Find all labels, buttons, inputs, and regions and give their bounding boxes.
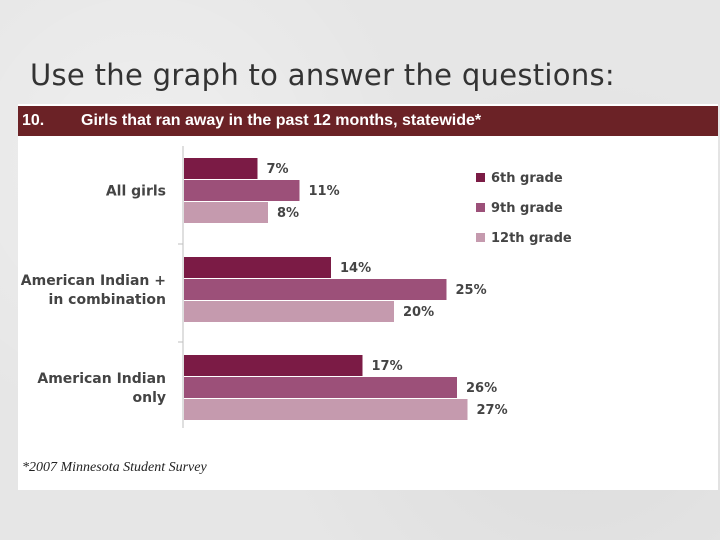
bar-9th-grade — [184, 279, 447, 300]
source-footnote: *2007 Minnesota Student Survey — [22, 460, 207, 475]
legend-entry: 12th grade — [491, 231, 572, 246]
legend-entry: 6th grade — [491, 171, 563, 186]
bar-6th-grade — [184, 158, 258, 179]
chart-panel: 10. Girls that ran away in the past 12 m… — [18, 104, 718, 490]
slide-title: Use the graph to answer the questions: — [30, 58, 615, 92]
data-label: 25% — [456, 283, 487, 298]
chart-title: Girls that ran away in the past 12 month… — [81, 112, 482, 129]
bar-12th-grade — [184, 399, 468, 420]
data-label: 11% — [309, 184, 340, 199]
data-label: 20% — [403, 305, 434, 320]
category-label: in combination — [49, 292, 166, 308]
legend-swatch — [476, 233, 485, 242]
bar-12th-grade — [184, 202, 268, 223]
category-label: only — [132, 390, 166, 406]
legend-swatch — [476, 203, 485, 212]
bar-9th-grade — [184, 377, 457, 398]
bar-9th-grade — [184, 180, 300, 201]
bar-12th-grade — [184, 301, 394, 322]
data-label: 26% — [466, 381, 497, 396]
data-label: 14% — [340, 261, 371, 276]
chart-header-bar: 10. Girls that ran away in the past 12 m… — [18, 106, 718, 136]
category-label: All girls — [106, 184, 166, 200]
question-number: 10. — [22, 112, 45, 129]
data-label: 17% — [372, 359, 403, 374]
bar-chart: All girls 7% 11% 8% American Indian + in comb… — [21, 146, 572, 428]
data-label: 27% — [477, 403, 508, 418]
data-label: 7% — [267, 162, 289, 177]
category-label: American Indian + — [21, 273, 166, 289]
bar-6th-grade — [184, 355, 363, 376]
bar-6th-grade — [184, 257, 331, 278]
data-label: 8% — [277, 206, 299, 221]
legend-swatch — [476, 173, 485, 182]
legend-entry: 9th grade — [491, 201, 563, 216]
category-label: American Indian — [37, 371, 166, 387]
